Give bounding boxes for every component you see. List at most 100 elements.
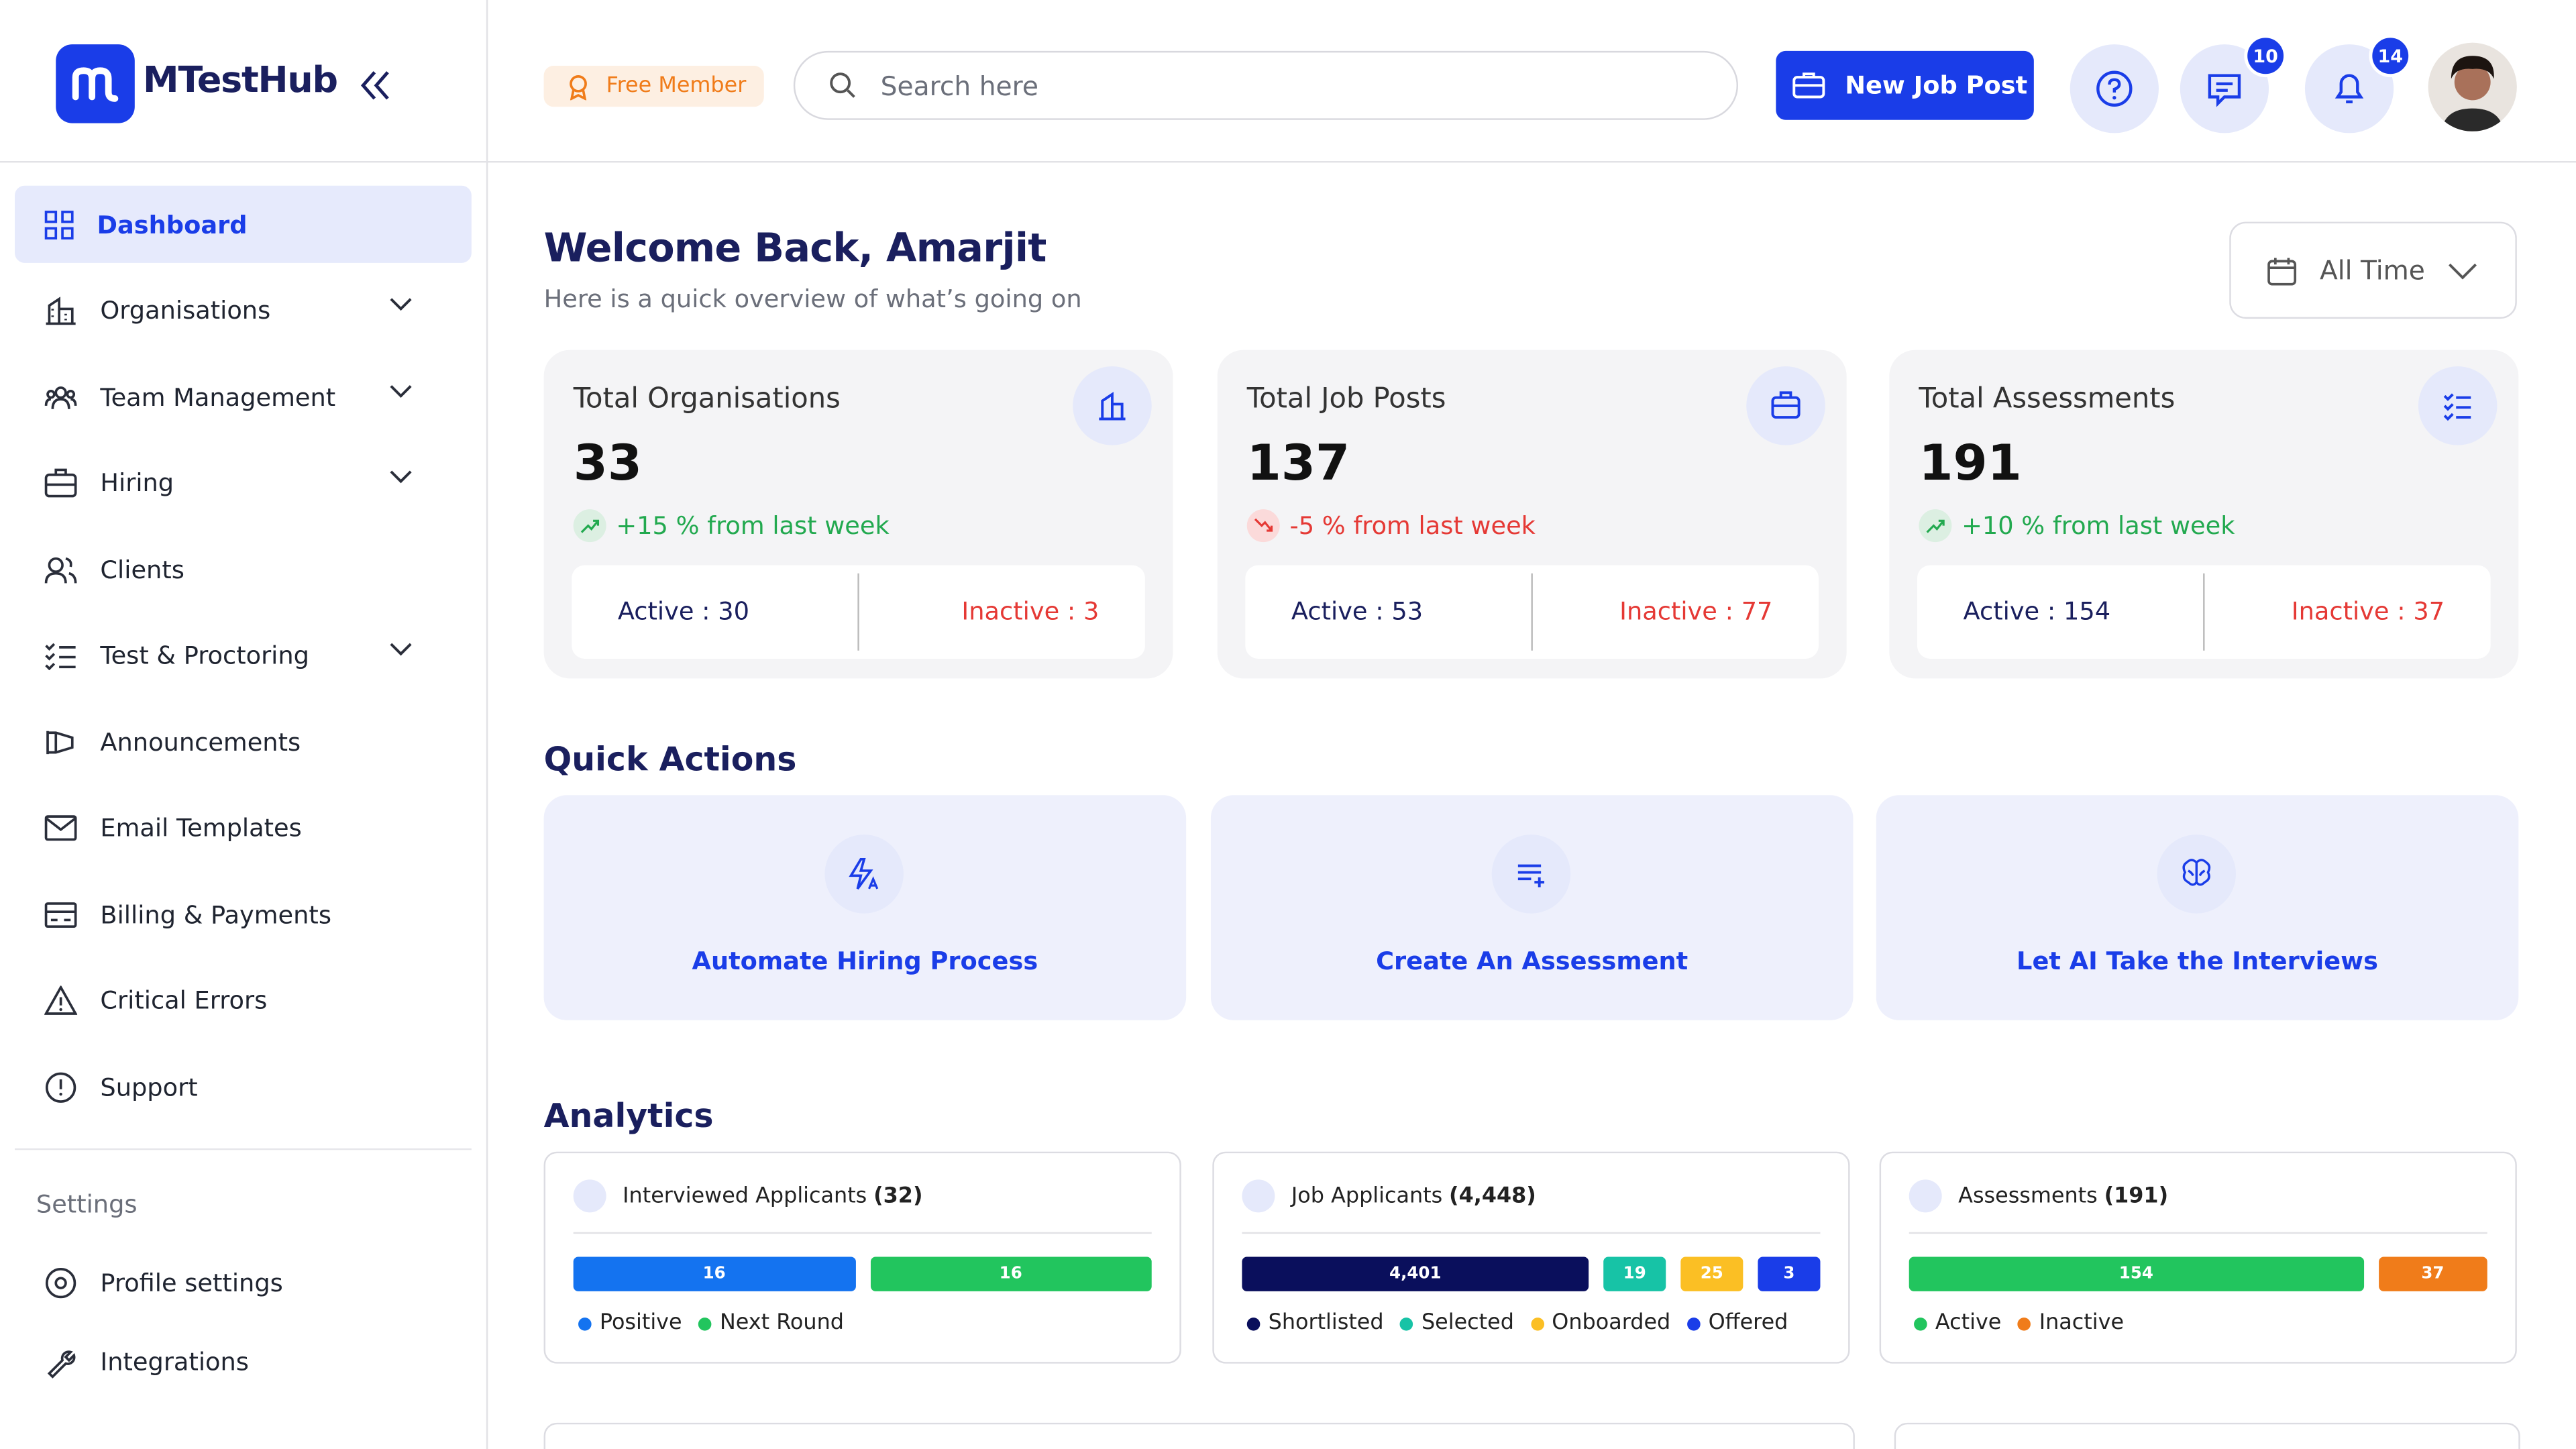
help-button[interactable] — [2070, 44, 2159, 133]
notifications-count: 14 — [2369, 34, 2412, 78]
inactive-count: Inactive : 37 — [2292, 596, 2445, 626]
filter-text: All Time — [2319, 254, 2425, 286]
nav-item[interactable]: Announcements — [15, 703, 472, 780]
icon — [1926, 519, 1945, 533]
icon — [2182, 859, 2211, 886]
action-icon — [2157, 835, 2237, 914]
icon — [1771, 391, 1801, 419]
legend: Active Inactive — [1914, 1311, 2124, 1336]
divider — [15, 1148, 472, 1150]
stat-icon — [1073, 366, 1152, 445]
nav-label: Billing & Payments — [100, 899, 332, 929]
stat-icon — [1746, 366, 1825, 445]
action-label: Let AI Take the Interviews — [2017, 946, 2378, 976]
card-icon — [1242, 1179, 1275, 1213]
bar-segment: 4,401 — [1242, 1256, 1589, 1291]
button-text: New Job Post — [1845, 70, 2028, 101]
icon — [580, 519, 600, 533]
messages-count: 10 — [2244, 34, 2287, 78]
header-divider — [486, 161, 2576, 163]
trend-text: +10 % from last week — [1962, 511, 2235, 541]
legend-label: Next Round — [719, 1311, 845, 1336]
nav-item[interactable]: Organisations — [15, 271, 472, 348]
nav-item[interactable]: Clients — [15, 531, 472, 608]
active-value: 30 — [718, 596, 750, 627]
nav-label: Team Management — [100, 382, 336, 412]
nav-item[interactable]: Profile settings — [15, 1244, 472, 1321]
nav-item[interactable]: Hiring — [15, 443, 472, 521]
card-count: (4,448) — [1449, 1183, 1536, 1209]
nav-label: Email Templates — [100, 812, 302, 843]
legend-dot — [1530, 1316, 1544, 1330]
legend-item: Next Round — [698, 1311, 844, 1336]
card-icon — [1909, 1179, 1942, 1213]
legend-dot — [1686, 1316, 1701, 1330]
icon — [2443, 393, 2471, 421]
nav-item[interactable]: Email Templates — [15, 789, 472, 866]
legend-dot — [2017, 1316, 2031, 1330]
stat-title: Total Job Posts — [1246, 382, 1446, 416]
icon — [1517, 864, 1545, 888]
time-filter[interactable]: All Time — [2229, 221, 2517, 319]
trend-icon — [573, 509, 606, 543]
status-box: Active : 154 Inactive : 37 — [1917, 565, 2491, 659]
nav-item[interactable]: Dashboard — [15, 185, 472, 263]
logo-icon — [56, 44, 135, 123]
nav-label: Profile settings — [100, 1267, 283, 1297]
quick-action-card[interactable]: Let AI Take the Interviews — [1876, 795, 2519, 1020]
icon — [45, 642, 76, 669]
nav-item[interactable]: Team Management — [15, 358, 472, 435]
expand-chevron — [390, 470, 412, 484]
stat-title: Total Assessments — [1919, 382, 2176, 416]
collapse-button[interactable] — [358, 67, 394, 103]
legend: Shortlisted Selected Onboarded Offered — [1246, 1311, 1788, 1336]
card-icon — [573, 1179, 606, 1213]
bar-segment: 25 — [1680, 1256, 1743, 1291]
nav-label: Announcements — [100, 727, 301, 757]
stat-title: Total Organisations — [573, 382, 841, 416]
icon — [44, 901, 77, 927]
legend-label: Positive — [599, 1311, 682, 1336]
card-header: Interviewed Applicants (32) — [573, 1179, 923, 1213]
bar-segment: 19 — [1603, 1256, 1666, 1291]
badge-text: Free Member — [606, 74, 747, 99]
nav-item[interactable]: Critical Errors — [15, 961, 472, 1038]
nav-label: Hiring — [100, 467, 174, 497]
icon — [44, 468, 77, 497]
trend: +10 % from last week — [1919, 509, 2235, 543]
legend-item: Positive — [578, 1311, 682, 1336]
search-box[interactable]: Search here — [793, 50, 1739, 120]
expand-chevron — [390, 298, 412, 311]
new-job-post-button[interactable]: New Job Post — [1776, 50, 2034, 120]
action-label: Automate Hiring Process — [692, 946, 1038, 976]
legend-dot — [1914, 1316, 1927, 1330]
icon — [44, 209, 74, 239]
legend-label: Onboarded — [1552, 1311, 1671, 1336]
quick-action-card[interactable]: Create An Assessment — [1210, 795, 1854, 1020]
nav-item[interactable]: Integrations — [15, 1322, 472, 1399]
nav-item[interactable]: Billing & Payments — [15, 875, 472, 953]
divider — [573, 1232, 1152, 1234]
nav-item[interactable]: Support — [15, 1048, 472, 1125]
icon — [44, 385, 77, 409]
nav-label: Test & Proctoring — [100, 639, 310, 669]
avatar[interactable] — [2428, 42, 2517, 131]
bar-segment: 3 — [1758, 1256, 1821, 1291]
inactive-count: Inactive : 77 — [1619, 596, 1772, 626]
trend-icon — [1246, 509, 1280, 543]
icon — [46, 730, 74, 753]
nav-label: Clients — [100, 554, 184, 584]
bar-segment: 16 — [573, 1256, 855, 1291]
status-box: Active : 30 Inactive : 3 — [572, 565, 1145, 659]
action-label: Create An Assessment — [1376, 946, 1688, 976]
icon — [44, 556, 77, 583]
active-count: Active : 53 — [1291, 596, 1423, 626]
card-count: (32) — [873, 1183, 923, 1209]
nav-item[interactable]: Test & Proctoring — [15, 616, 472, 693]
inactive-label: Inactive : — [1619, 596, 1733, 627]
icon — [45, 1071, 76, 1102]
divider — [1242, 1232, 1821, 1234]
stacked-bar: 4,401 19 25 3 — [1242, 1256, 1821, 1291]
quick-action-card[interactable]: Automate Hiring Process — [543, 795, 1187, 1020]
